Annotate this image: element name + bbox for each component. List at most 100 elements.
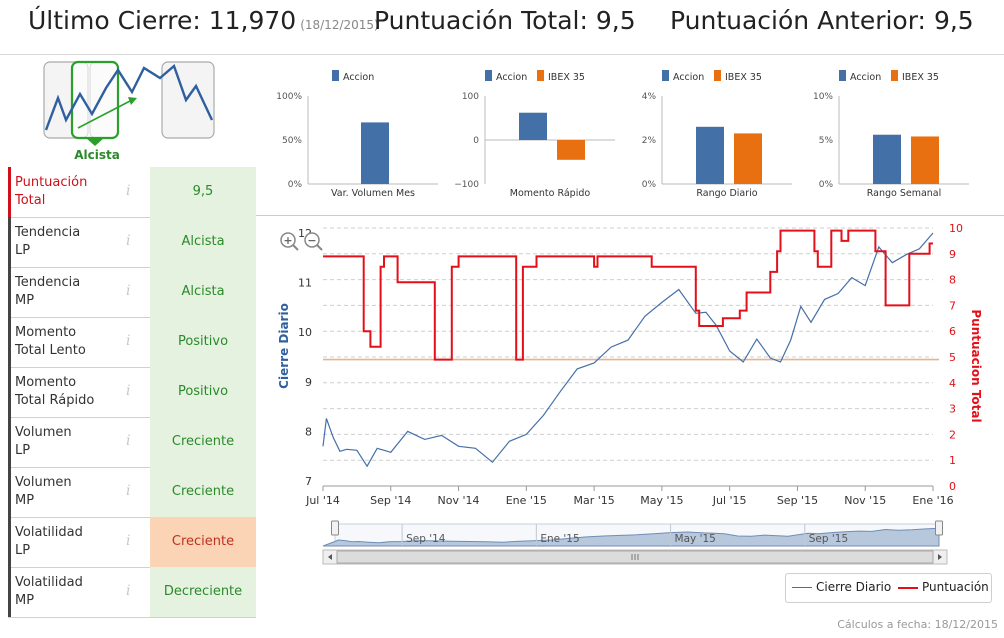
x-tick-label: Mar '15 <box>573 494 614 507</box>
legend-label: Accion <box>850 72 881 83</box>
bar-ibex-35[interactable] <box>911 136 939 184</box>
legend-label: Accion <box>496 72 527 83</box>
info-icon[interactable]: i <box>126 283 131 299</box>
indicator-value: Creciente <box>150 517 256 567</box>
navigator-label: Sep '15 <box>809 533 848 545</box>
legend-swatch <box>485 70 492 81</box>
navigator-label: Sep '14 <box>406 533 446 545</box>
puntuacion-anterior: Puntuación Anterior: 9,5 <box>670 6 974 35</box>
info-icon[interactable]: i <box>126 483 131 499</box>
indicator-row: Puntuación Total i 9,5 <box>8 167 256 218</box>
bar-accion[interactable] <box>361 122 389 184</box>
tick-label: 4% <box>642 92 657 102</box>
zoom-in-icon-handle <box>292 244 299 251</box>
left-tick-label: 10 <box>298 326 312 339</box>
ultimo-cierre-date: (18/12/2015) <box>300 18 379 32</box>
mini-chart-title: Momento Rápido <box>510 188 591 199</box>
mini-chart: Accion IBEX 35 4% 2% 0% Rango Diario <box>642 70 792 199</box>
legend-label-puntuacion: Puntuación <box>922 580 989 594</box>
info-icon[interactable]: i <box>126 583 131 599</box>
indicator-label-line1: Volatilidad <box>15 575 83 590</box>
legend-swatch <box>537 70 544 81</box>
zoom-out-icon-handle <box>316 244 323 251</box>
info-icon[interactable]: i <box>126 433 131 449</box>
bar-ibex-35[interactable] <box>557 140 585 160</box>
y-axis-left-label: Cierre Diario <box>277 303 291 389</box>
tick-label: 50% <box>282 136 302 146</box>
bar-ibex-35[interactable] <box>734 133 762 184</box>
indicator-label: Volumen MP <box>8 467 118 517</box>
x-tick-label: May '15 <box>640 494 683 507</box>
tick-label: 5% <box>819 136 834 146</box>
trend-widget: Alcista <box>43 60 215 162</box>
right-tick-label: 9 <box>949 248 956 261</box>
series-cierre-diario[interactable] <box>322 232 934 468</box>
mini-chart-title: Rango Semanal <box>867 188 942 199</box>
puntuacion-total-value: 9,5 <box>595 6 636 35</box>
mini-bar-charts: Accion 100% 50% 0% Var. Volumen Mes Accion IBE… <box>276 70 969 199</box>
tick-label: 0% <box>642 180 657 190</box>
bar-accion[interactable] <box>696 126 724 184</box>
info-icon[interactable]: i <box>126 183 131 199</box>
tick-label: 100 <box>462 92 479 102</box>
info-icon[interactable]: i <box>126 333 131 349</box>
scroll-right-icon[interactable] <box>938 554 942 560</box>
puntuacion-anterior-value: 9,5 <box>933 6 974 35</box>
trend-pointer-icon <box>86 138 104 146</box>
indicator-label-line1: Volumen <box>15 475 72 490</box>
zoom-out-icon[interactable]: − <box>304 232 323 251</box>
mini-chart: Accion 100% 50% 0% Var. Volumen Mes <box>276 70 438 199</box>
legend-item-puntuacion[interactable]: Puntuación <box>898 580 989 594</box>
indicator-label-line1: Puntuación <box>15 175 88 190</box>
zoom-in-icon-glyph: + <box>283 234 292 247</box>
x-tick-label: Jul '15 <box>712 494 747 507</box>
legend-label: IBEX 35 <box>725 72 762 83</box>
indicator-label-line2: LP <box>15 543 31 558</box>
indicator-label-line1: Momento <box>15 375 77 390</box>
tick-label: 100% <box>276 92 302 102</box>
indicator-value: Decreciente <box>150 567 256 617</box>
indicator-label: Volatilidad LP <box>8 517 118 567</box>
x-tick-label: Ene '15 <box>506 494 547 507</box>
x-tick-label: Nov '15 <box>844 494 886 507</box>
bar-accion[interactable] <box>519 112 547 140</box>
trend-arrow-head <box>128 97 137 105</box>
right-tick-label: 0 <box>949 480 956 493</box>
right-tick-label: 8 <box>949 274 956 287</box>
indicator-label-line1: Momento <box>15 325 77 340</box>
trend-arrow-line <box>77 99 133 129</box>
indicator-value: 9,5 <box>150 167 256 217</box>
right-tick-label: 10 <box>949 222 963 235</box>
info-icon[interactable]: i <box>126 383 131 399</box>
indicator-row: Momento Total Lento i Positivo <box>8 317 256 368</box>
legend-swatch-cierre <box>792 587 812 588</box>
indicator-row: Tendencia MP i Alcista <box>8 267 256 318</box>
bar-accion[interactable] <box>873 134 901 184</box>
tick-label: 10% <box>813 92 833 102</box>
mini-chart: Accion IBEX 35 100 0 −100 Momento Rápido <box>454 70 615 199</box>
indicator-value: Alcista <box>150 217 256 267</box>
main-chart-legend[interactable]: Cierre Diario Puntuación <box>785 573 992 603</box>
legend-label: Accion <box>673 72 704 83</box>
info-icon[interactable]: i <box>126 533 131 549</box>
zoom-in-icon[interactable]: + <box>280 232 299 251</box>
indicator-row: Momento Total Rápido i Positivo <box>8 367 256 418</box>
mini-chart: Accion IBEX 35 10% 5% 0% Rango Semanal <box>813 70 969 199</box>
navigator-handle-right[interactable] <box>935 520 943 536</box>
trend-price-line <box>44 63 214 131</box>
right-tick-label: 3 <box>949 403 956 416</box>
puntuacion-anterior-label: Puntuación Anterior: <box>670 6 926 35</box>
legend-item-cierre[interactable]: Cierre Diario <box>792 580 891 594</box>
right-tick-label: 4 <box>949 377 956 390</box>
left-tick-label: 8 <box>305 425 312 438</box>
navigator-handle-left[interactable] <box>331 520 339 536</box>
right-tick-label: 5 <box>949 351 956 364</box>
left-tick-label: 11 <box>298 277 312 290</box>
indicator-label-line2: MP <box>15 493 35 508</box>
indicator-value: Positivo <box>150 367 256 417</box>
series-puntuacion[interactable] <box>323 229 933 361</box>
legend-label: IBEX 35 <box>548 72 585 83</box>
info-icon[interactable]: i <box>126 233 131 249</box>
scroll-left-icon[interactable] <box>328 554 332 560</box>
